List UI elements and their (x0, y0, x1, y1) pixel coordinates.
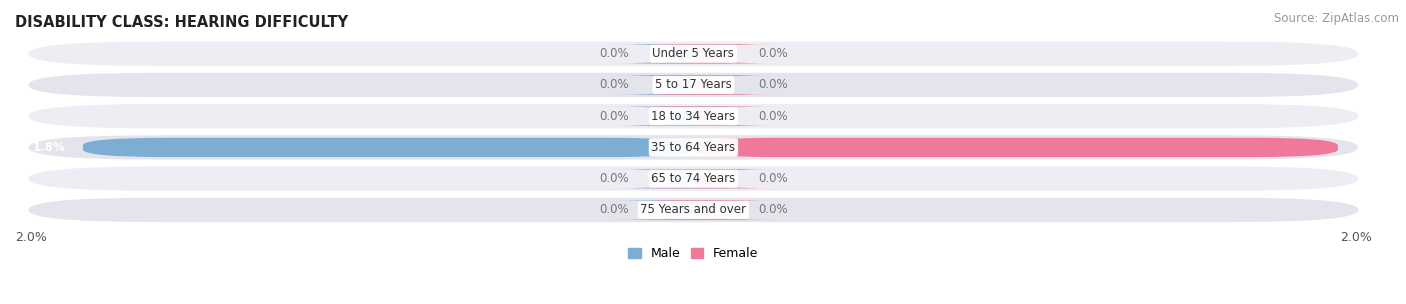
Text: 0.0%: 0.0% (599, 78, 628, 92)
FancyBboxPatch shape (609, 106, 755, 126)
Text: DISABILITY CLASS: HEARING DIFFICULTY: DISABILITY CLASS: HEARING DIFFICULTY (15, 15, 349, 30)
FancyBboxPatch shape (693, 138, 1339, 157)
Text: 0.0%: 0.0% (758, 110, 787, 123)
FancyBboxPatch shape (633, 75, 779, 95)
Text: 35 to 64 Years: 35 to 64 Years (651, 141, 735, 154)
Text: 0.0%: 0.0% (758, 78, 787, 92)
Text: 0.0%: 0.0% (599, 110, 628, 123)
FancyBboxPatch shape (609, 200, 755, 219)
FancyBboxPatch shape (28, 104, 1358, 128)
Text: 18 to 34 Years: 18 to 34 Years (651, 110, 735, 123)
FancyBboxPatch shape (633, 200, 779, 219)
Text: 2.0%: 2.0% (15, 231, 46, 244)
Text: 0.0%: 0.0% (758, 203, 787, 216)
FancyBboxPatch shape (609, 169, 755, 188)
FancyBboxPatch shape (28, 135, 1358, 160)
Text: Source: ZipAtlas.com: Source: ZipAtlas.com (1274, 12, 1399, 25)
FancyBboxPatch shape (609, 75, 755, 95)
FancyBboxPatch shape (28, 167, 1358, 191)
FancyBboxPatch shape (633, 106, 779, 126)
FancyBboxPatch shape (83, 138, 693, 157)
Text: 0.0%: 0.0% (758, 47, 787, 60)
Text: 2.0%: 2.0% (1340, 231, 1372, 244)
Text: 0.0%: 0.0% (599, 203, 628, 216)
FancyBboxPatch shape (633, 169, 779, 188)
FancyBboxPatch shape (28, 198, 1358, 222)
Text: 0.0%: 0.0% (758, 172, 787, 185)
Text: 1.8%: 1.8% (34, 141, 66, 154)
Text: 65 to 74 Years: 65 to 74 Years (651, 172, 735, 185)
Text: 0.0%: 0.0% (599, 47, 628, 60)
Text: Under 5 Years: Under 5 Years (652, 47, 734, 60)
Text: 1.9%: 1.9% (1355, 141, 1388, 154)
Text: 75 Years and over: 75 Years and over (641, 203, 747, 216)
FancyBboxPatch shape (609, 44, 755, 64)
Text: 0.0%: 0.0% (599, 172, 628, 185)
Text: 5 to 17 Years: 5 to 17 Years (655, 78, 731, 92)
Legend: Male, Female: Male, Female (628, 247, 758, 261)
FancyBboxPatch shape (28, 42, 1358, 66)
FancyBboxPatch shape (28, 73, 1358, 97)
FancyBboxPatch shape (633, 44, 779, 64)
